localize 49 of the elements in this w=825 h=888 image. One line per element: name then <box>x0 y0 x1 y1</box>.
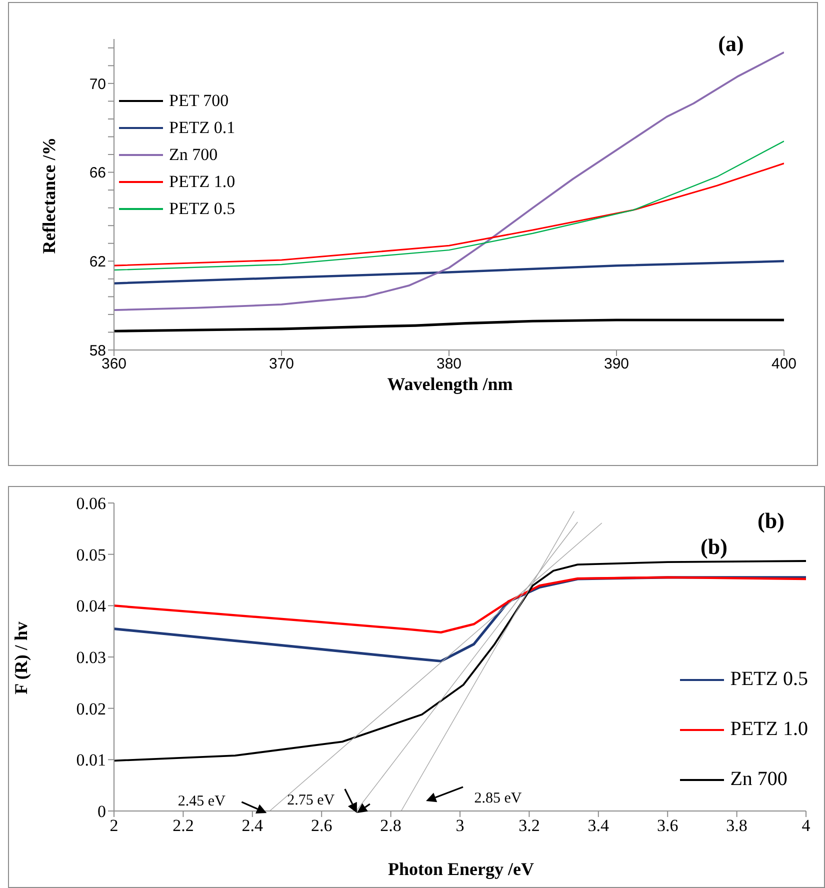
x-tick-label: 2.4 <box>242 816 264 836</box>
x-tick-label: 3.8 <box>726 816 748 836</box>
line-series <box>114 260 784 284</box>
y-tick-label: 0.02 <box>76 699 106 718</box>
x-tick-label: 380 <box>436 356 462 373</box>
x-axis-title: Photon Energy /eV <box>388 859 534 880</box>
x-tick-label: 4 <box>802 816 811 836</box>
legend-label: PETZ 0.1 <box>169 118 236 138</box>
annotation: (b) <box>700 534 728 560</box>
annotation: 2.85 eV <box>474 790 522 806</box>
x-tick-label: 3 <box>456 816 464 836</box>
annotation: (a) <box>718 31 744 56</box>
x-tick-label: 3.4 <box>588 816 610 836</box>
legend-label: PET 700 <box>169 90 229 110</box>
x-tick-label: 2 <box>110 816 118 836</box>
y-tick-label: 0.05 <box>76 545 106 564</box>
x-tick-label: 2.2 <box>172 816 194 836</box>
x-tick-label: 390 <box>604 356 630 373</box>
legend-label: PETZ 0.5 <box>730 668 808 692</box>
legend-label: PETZ 1.0 <box>169 172 236 192</box>
y-tick-label: 70 <box>89 76 106 93</box>
x-tick-label: 3.2 <box>518 816 540 836</box>
x-tick-label: 2.6 <box>310 816 332 836</box>
x-axis-title: Wavelength /nm <box>387 374 513 394</box>
line-series <box>114 560 806 762</box>
line-series <box>114 162 784 266</box>
legend-label: Zn 700 <box>169 144 218 164</box>
y-tick-label: 0 <box>98 802 106 822</box>
y-tick-label: 0.01 <box>76 750 106 770</box>
y-tick-label: 0.04 <box>76 596 106 616</box>
line-series <box>114 576 806 634</box>
y-tick-label: 0.03 <box>76 648 106 668</box>
y-tick-label: 66 <box>89 164 106 182</box>
x-tick-label: 3.6 <box>656 816 678 836</box>
legend-label: Zn 700 <box>730 768 788 792</box>
legend-label: PETZ 0.5 <box>169 198 236 218</box>
line-series <box>114 318 784 332</box>
y-axis-title: F (R) / hv <box>11 622 32 694</box>
annotation: 2.45 eV <box>178 793 226 810</box>
legend-label: PETZ 1.0 <box>730 718 808 742</box>
x-tick-label: 2.8 <box>380 816 402 836</box>
x-tick-label: 370 <box>268 356 294 373</box>
y-tick-label: 62 <box>89 253 106 270</box>
y-tick-label: 0.06 <box>76 494 106 514</box>
annotation: 2.75 eV <box>287 792 335 808</box>
annotation: (b) <box>758 508 784 534</box>
x-tick-label: 400 <box>771 356 797 373</box>
y-axis-title: Reflectance /% <box>39 137 60 254</box>
line-series <box>114 140 784 271</box>
